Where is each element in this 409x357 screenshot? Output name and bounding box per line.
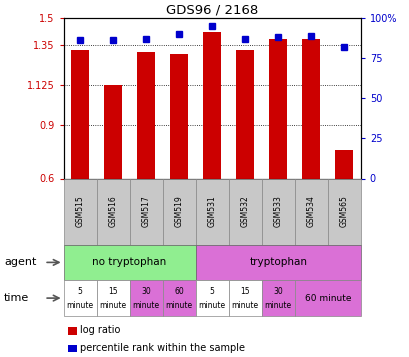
Bar <box>170 54 188 178</box>
Bar <box>335 150 353 178</box>
Bar <box>327 178 360 245</box>
Text: GSM565: GSM565 <box>339 196 348 227</box>
Bar <box>261 280 294 316</box>
Bar <box>162 178 195 245</box>
Bar <box>195 245 360 280</box>
Text: GSM534: GSM534 <box>306 196 315 227</box>
Text: GSM515: GSM515 <box>75 196 84 227</box>
Text: 5: 5 <box>209 287 214 296</box>
Text: GSM533: GSM533 <box>273 196 282 227</box>
Text: minute: minute <box>99 301 126 311</box>
Text: minute: minute <box>165 301 192 311</box>
Text: GSM517: GSM517 <box>141 196 150 227</box>
Text: 60 minute: 60 minute <box>304 293 350 303</box>
Text: no tryptophan: no tryptophan <box>92 257 166 267</box>
Text: tryptophan: tryptophan <box>249 257 306 267</box>
Text: 5: 5 <box>77 287 82 296</box>
Bar <box>63 178 97 245</box>
Text: time: time <box>4 293 29 303</box>
Bar <box>129 178 162 245</box>
Bar <box>294 280 360 316</box>
Text: 30: 30 <box>141 287 151 296</box>
Text: GSM516: GSM516 <box>108 196 117 227</box>
Text: 15: 15 <box>108 287 118 296</box>
Bar <box>195 280 228 316</box>
Bar <box>67 327 76 335</box>
Text: GSM519: GSM519 <box>174 196 183 227</box>
Bar <box>268 39 287 179</box>
Text: minute: minute <box>66 301 93 311</box>
Bar <box>97 280 129 316</box>
Bar <box>67 345 76 352</box>
Title: GDS96 / 2168: GDS96 / 2168 <box>166 4 258 17</box>
Text: minute: minute <box>132 301 159 311</box>
Bar <box>63 245 195 280</box>
Bar <box>97 178 129 245</box>
Text: log ratio: log ratio <box>80 325 120 335</box>
Bar <box>228 280 261 316</box>
Bar <box>129 280 162 316</box>
Bar <box>294 178 327 245</box>
Text: minute: minute <box>198 301 225 311</box>
Bar <box>137 52 155 178</box>
Bar <box>228 178 261 245</box>
Bar <box>202 32 221 178</box>
Text: GSM532: GSM532 <box>240 196 249 227</box>
Bar <box>162 280 195 316</box>
Bar <box>195 178 228 245</box>
Text: GSM531: GSM531 <box>207 196 216 227</box>
Text: 30: 30 <box>273 287 283 296</box>
Text: percentile rank within the sample: percentile rank within the sample <box>80 343 244 353</box>
Text: agent: agent <box>4 257 36 267</box>
Bar <box>63 280 97 316</box>
Text: 60: 60 <box>174 287 184 296</box>
Text: minute: minute <box>264 301 291 311</box>
Bar <box>71 50 89 178</box>
Bar <box>301 39 319 179</box>
Bar <box>236 50 254 178</box>
Text: 15: 15 <box>240 287 249 296</box>
Text: minute: minute <box>231 301 258 311</box>
Bar <box>104 85 122 178</box>
Bar <box>261 178 294 245</box>
